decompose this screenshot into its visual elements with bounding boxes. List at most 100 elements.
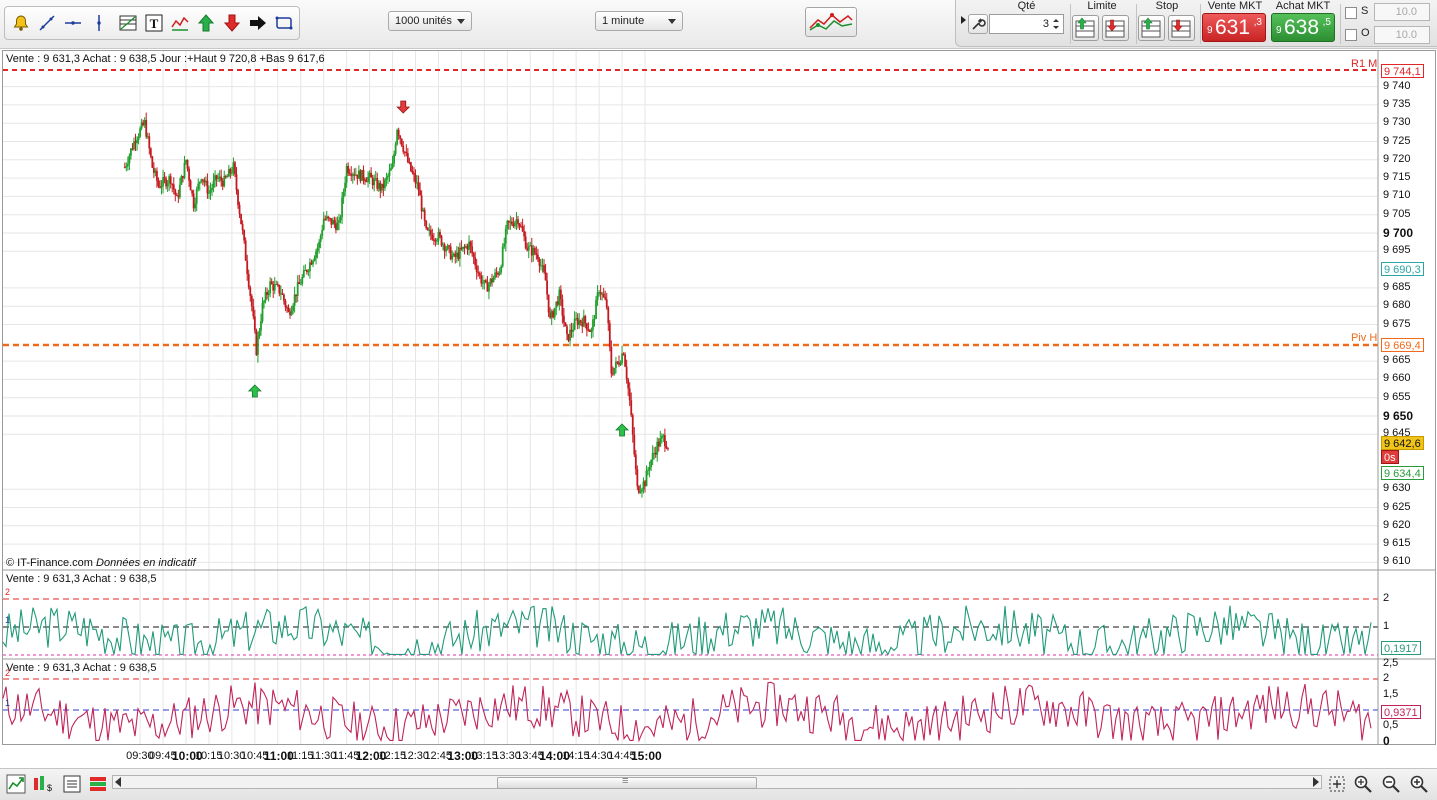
candle-body: [327, 216, 330, 218]
candle-body: [182, 176, 184, 179]
limit-buy-button[interactable]: [1072, 15, 1099, 41]
candle-body: [252, 306, 255, 317]
candle-body: [380, 183, 383, 191]
price-tick-label: 9 650: [1383, 409, 1414, 423]
o-value-input[interactable]: 10.0: [1374, 26, 1430, 44]
sell-price-prefix: 9: [1207, 25, 1213, 36]
candle-body: [630, 400, 633, 416]
time-tick-label: 11:45: [332, 750, 360, 762]
candle-body: [491, 278, 493, 283]
price-tick-label: 9 700: [1383, 226, 1414, 240]
candle-body: [406, 153, 409, 163]
buy-mkt-button[interactable]: 9 638 ,5: [1271, 13, 1335, 42]
panel-toggle-icon[interactable]: [960, 10, 968, 30]
scroll-right-icon[interactable]: [1313, 777, 1319, 787]
units-select[interactable]: 1000 unités: [388, 11, 472, 31]
candle-body: [367, 176, 369, 182]
candle-body: [131, 148, 134, 150]
chart-type-icon[interactable]: [6, 774, 26, 794]
time-tick-label: 13:45: [516, 750, 544, 762]
zoom-in-icon[interactable]: [1409, 774, 1429, 794]
text-icon[interactable]: T: [142, 11, 164, 33]
candle-body: [215, 175, 218, 179]
candle-body: [442, 244, 444, 246]
candle-body: [298, 282, 301, 284]
candle-body: [555, 301, 558, 308]
candle-body: [266, 292, 268, 295]
trendline-icon[interactable]: [35, 11, 57, 33]
time-tick-label: 10:15: [194, 750, 223, 762]
candle-body: [166, 183, 169, 187]
limit-sell-button[interactable]: [1102, 15, 1129, 41]
candle-body: [350, 174, 353, 177]
time-scrollbar[interactable]: ≡: [112, 775, 1322, 789]
indicator-icon[interactable]: [168, 11, 190, 33]
candle-body: [437, 231, 440, 241]
time-tick-label: 13:30: [493, 750, 521, 762]
candle-body: [599, 292, 602, 295]
indicator-list-icon[interactable]: $: [32, 774, 52, 794]
disclaimer: Données en indicatif: [96, 557, 196, 569]
candle-body: [384, 179, 386, 189]
countdown-badge: 0s: [1381, 450, 1399, 464]
candle-body: [356, 174, 359, 179]
indicator2-left-tick-2: 2: [5, 668, 11, 678]
qty-input[interactable]: 3: [989, 14, 1064, 34]
candle-body: [665, 446, 668, 449]
scroll-thumb[interactable]: ≡: [497, 775, 757, 789]
candle-body: [448, 245, 451, 247]
candle-body: [563, 315, 565, 323]
candle-body: [218, 176, 221, 179]
candle-body: [596, 292, 599, 300]
template-list-icon[interactable]: [88, 774, 108, 794]
alert-bell-icon[interactable]: [9, 11, 31, 33]
zoom-fit-icon[interactable]: [1353, 774, 1373, 794]
sell-arrow-icon[interactable]: [220, 11, 242, 33]
right-arrow-icon[interactable]: [246, 11, 268, 33]
candle-body: [414, 174, 417, 184]
horizontal-line-icon[interactable]: [61, 11, 83, 33]
candle-body: [602, 293, 605, 297]
svg-text:$: $: [47, 783, 52, 793]
candle-body: [379, 182, 382, 191]
vertical-line-icon[interactable]: [87, 11, 109, 33]
candle-body: [290, 310, 293, 316]
candle-body: [641, 489, 643, 492]
candle-body: [198, 181, 201, 184]
candle-body: [451, 255, 454, 260]
candle-body: [492, 277, 495, 283]
scroll-left-icon[interactable]: [115, 777, 121, 787]
candle-body: [345, 166, 348, 183]
fibonacci-icon[interactable]: [116, 11, 138, 33]
units-select-value: 1000 unités: [395, 15, 452, 27]
zoom-out-icon[interactable]: [1381, 774, 1401, 794]
o-checkbox[interactable]: [1345, 29, 1357, 41]
candle-body: [260, 321, 262, 331]
stop-sell-button[interactable]: [1168, 15, 1195, 41]
zoom-reset-icon[interactable]: [1327, 774, 1347, 794]
candle-body: [601, 293, 604, 295]
time-tick-label: 10:30: [217, 750, 246, 762]
rectangle-icon[interactable]: [272, 11, 294, 33]
chart-template-icon[interactable]: [805, 7, 857, 37]
candle-body: [217, 178, 220, 180]
candle-body: [416, 182, 418, 184]
candle-body: [397, 129, 400, 136]
buy-arrow-icon[interactable]: [194, 11, 216, 33]
stop-buy-button[interactable]: [1138, 15, 1165, 41]
top-toolbar: T 1000 unités 1 minute: [0, 0, 1437, 49]
list-icon[interactable]: [62, 774, 82, 794]
candle-body: [255, 330, 258, 355]
interval-select[interactable]: 1 minute: [595, 11, 683, 31]
s-checkbox[interactable]: [1345, 7, 1357, 19]
wrench-icon[interactable]: [968, 14, 988, 34]
s-value-input[interactable]: 10.0: [1374, 3, 1430, 21]
chart-area[interactable]: [2, 50, 1436, 745]
candle-body: [123, 167, 126, 169]
price-tick-label: 9 625: [1383, 500, 1411, 513]
sell-mkt-button[interactable]: 9 631 ,3: [1202, 13, 1266, 42]
buy-signal-arrow: [247, 384, 262, 398]
candle-body: [195, 189, 198, 204]
candle-body: [203, 180, 206, 183]
